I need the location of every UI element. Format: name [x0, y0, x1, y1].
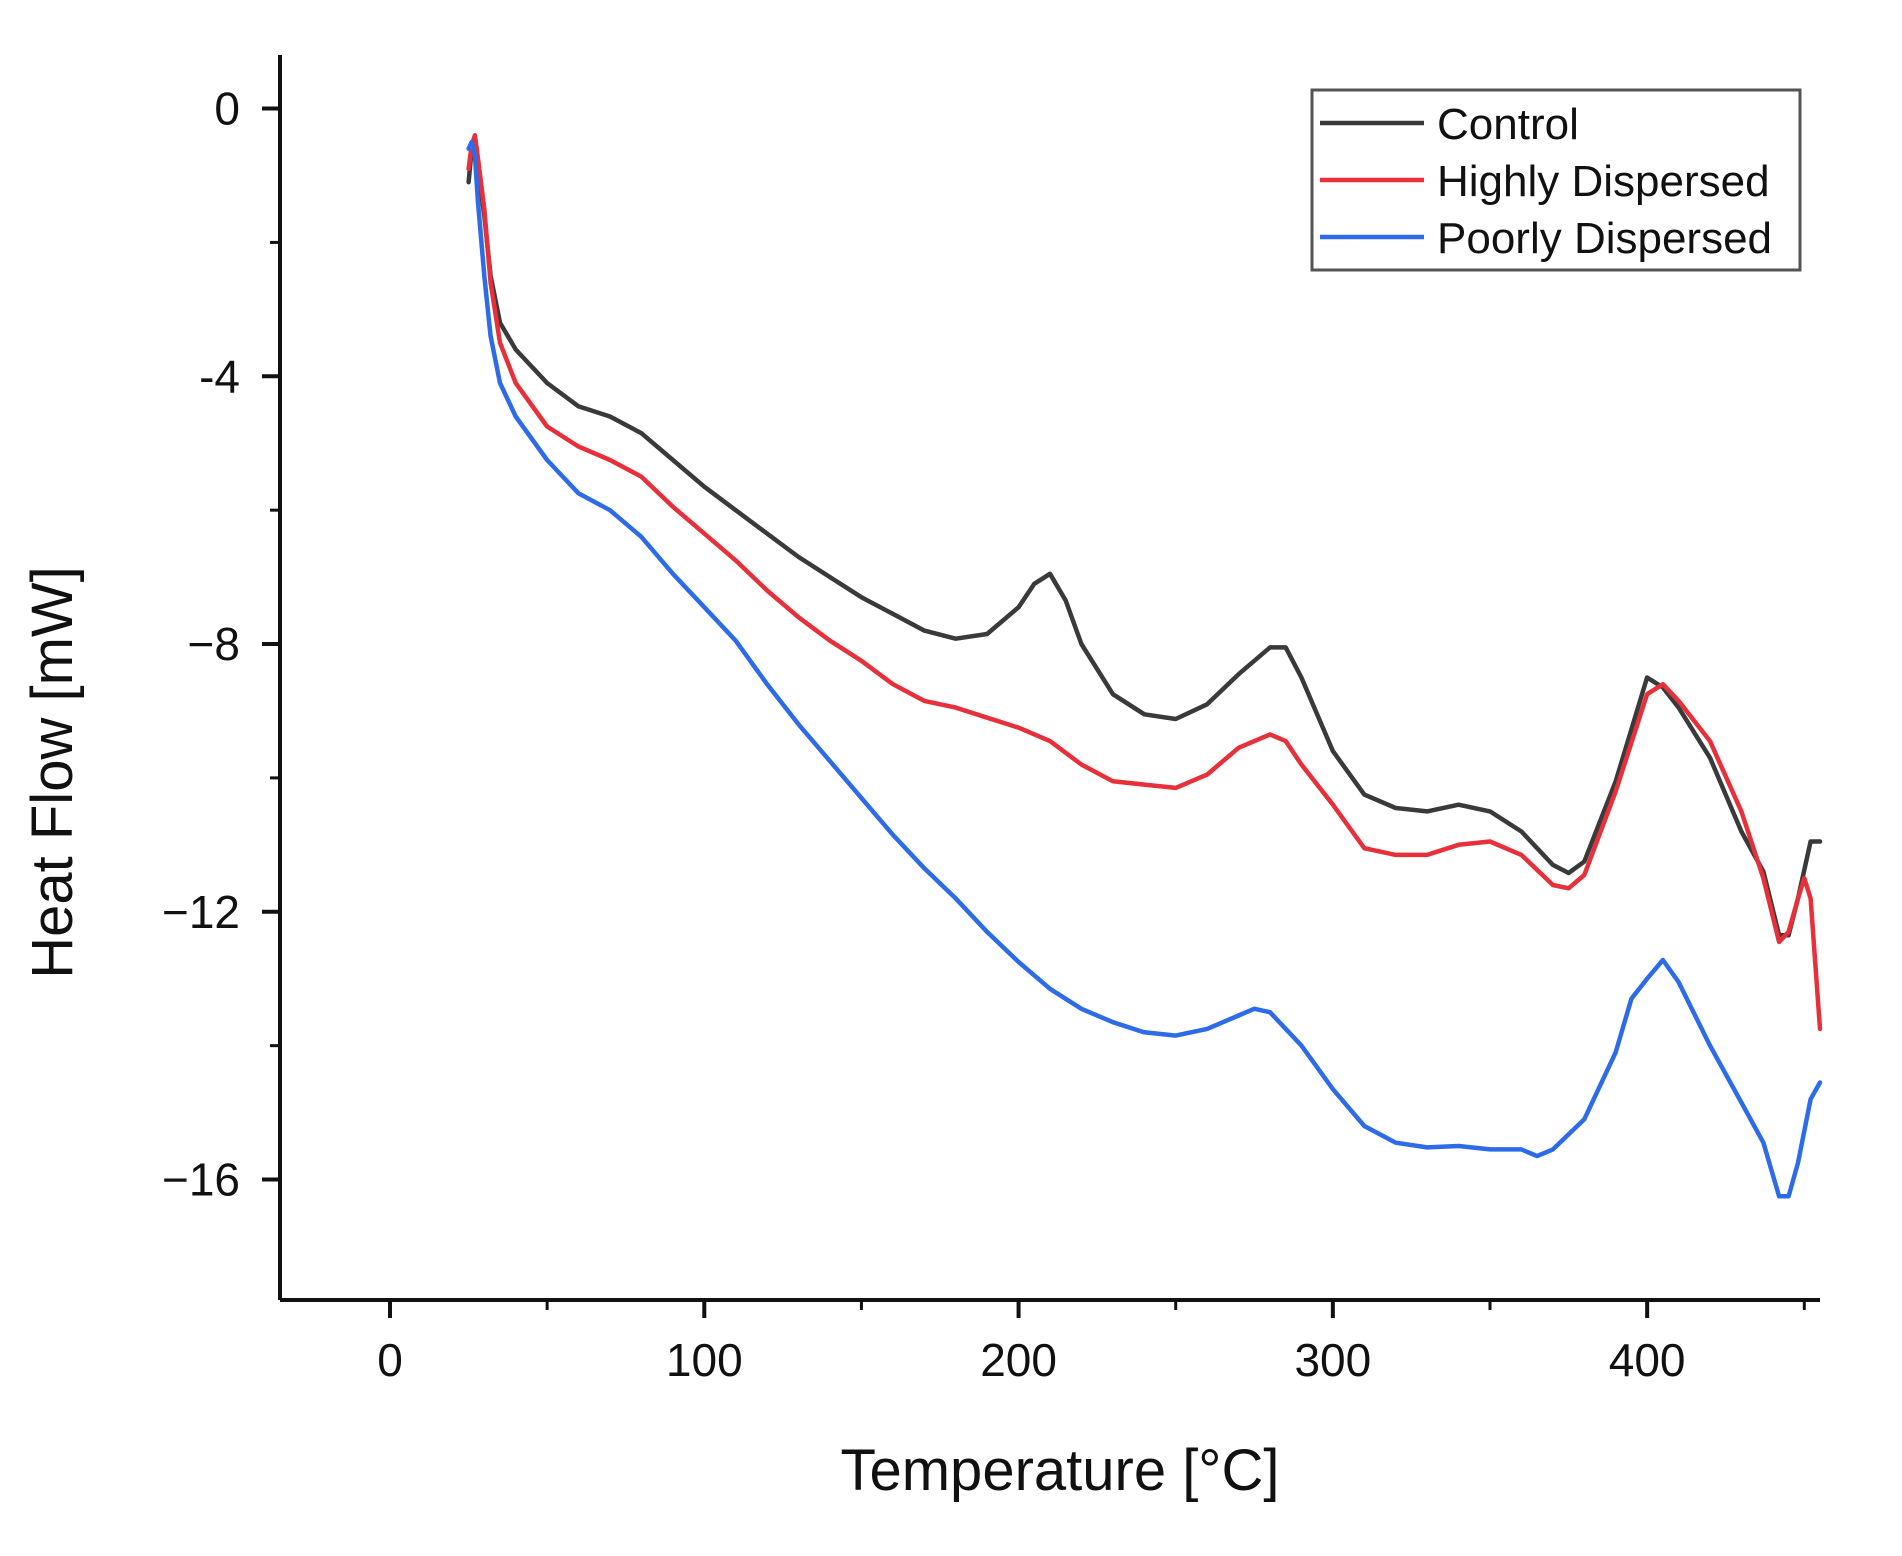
- series-line-control: [466, 139, 1823, 938]
- x-tick-label: 100: [666, 1334, 743, 1386]
- y-tick-label: −12: [162, 886, 240, 938]
- x-axis-title: Temperature [°C]: [840, 1438, 1279, 1503]
- legend: Control Highly Dispersed Poorly Dispersed: [1310, 88, 1802, 272]
- axes-layer: 0 100 200 300 400 0 -4 −8 −12 −16 Temperature [°C]…: [20, 55, 1820, 1503]
- x-tick-label: 400: [1609, 1334, 1686, 1386]
- y-tick-label: 0: [214, 83, 240, 135]
- y-tick-label: −8: [188, 618, 240, 670]
- y-tick-label: -4: [199, 350, 240, 402]
- series-layer: [466, 133, 1823, 1199]
- legend-label: Control: [1437, 100, 1579, 149]
- series-line-highly-dispersed: [466, 133, 1823, 1032]
- y-tick-label: −16: [162, 1154, 240, 1206]
- x-tick-label: 200: [980, 1334, 1057, 1386]
- legend-label: Poorly Dispersed: [1437, 214, 1772, 263]
- x-tick-label: 300: [1294, 1334, 1371, 1386]
- y-axis-title: Heat Flow [mW]: [20, 566, 85, 979]
- x-tick-label: 0: [377, 1334, 403, 1386]
- series-line-poorly-dispersed: [466, 139, 1823, 1199]
- legend-label: Highly Dispersed: [1437, 157, 1770, 206]
